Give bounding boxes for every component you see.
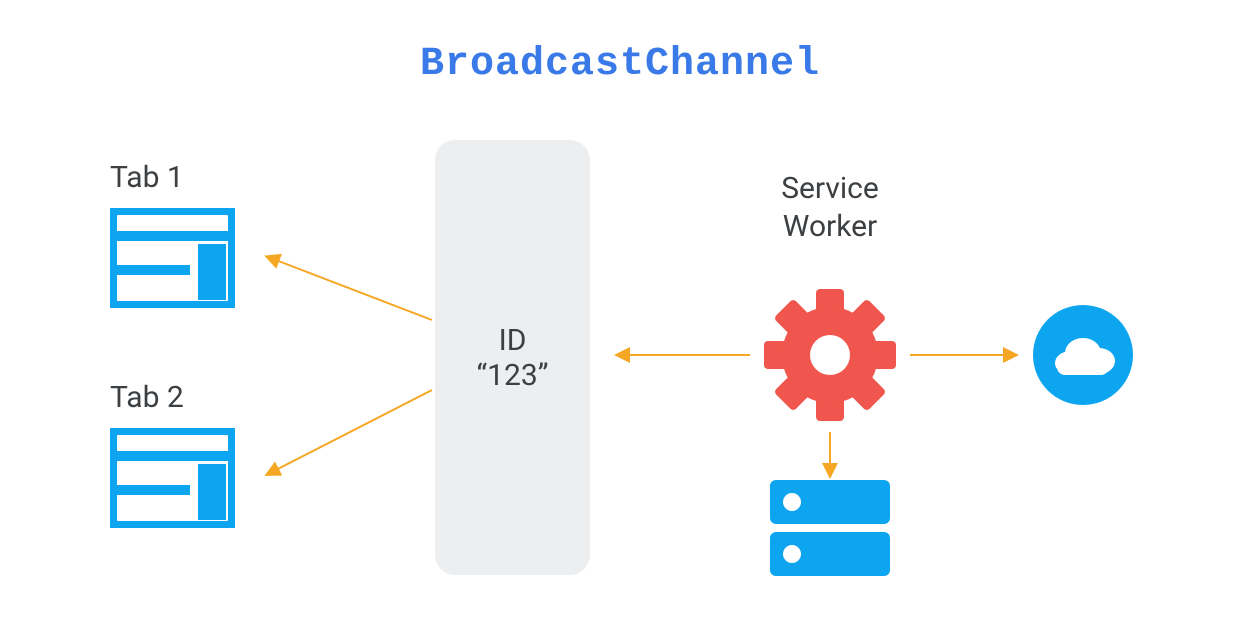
arrow-channel-to-tab2 [268, 390, 432, 474]
browser-tab-icon [110, 208, 235, 308]
gear-icon [760, 285, 900, 425]
storage-icon [770, 480, 890, 580]
tab2-label: Tab 2 [110, 380, 184, 415]
diagram-title: BroadcastChannel [420, 42, 820, 87]
channel-id-value: “123” [435, 358, 590, 393]
arrow-channel-to-tab1 [268, 257, 432, 320]
cloud-icon [1028, 300, 1138, 410]
service-worker-label: Service Worker [781, 170, 879, 245]
browser-tab-icon [110, 428, 235, 528]
tab1-label: Tab 1 [110, 160, 184, 195]
diagram-canvas: BroadcastChannel Tab 1 Tab 2 [0, 0, 1240, 628]
sw-label-line1: Service [781, 170, 879, 208]
broadcast-channel-box: ID “123” [435, 140, 590, 575]
channel-id-label: ID [435, 323, 590, 358]
sw-label-line2: Worker [781, 208, 879, 246]
